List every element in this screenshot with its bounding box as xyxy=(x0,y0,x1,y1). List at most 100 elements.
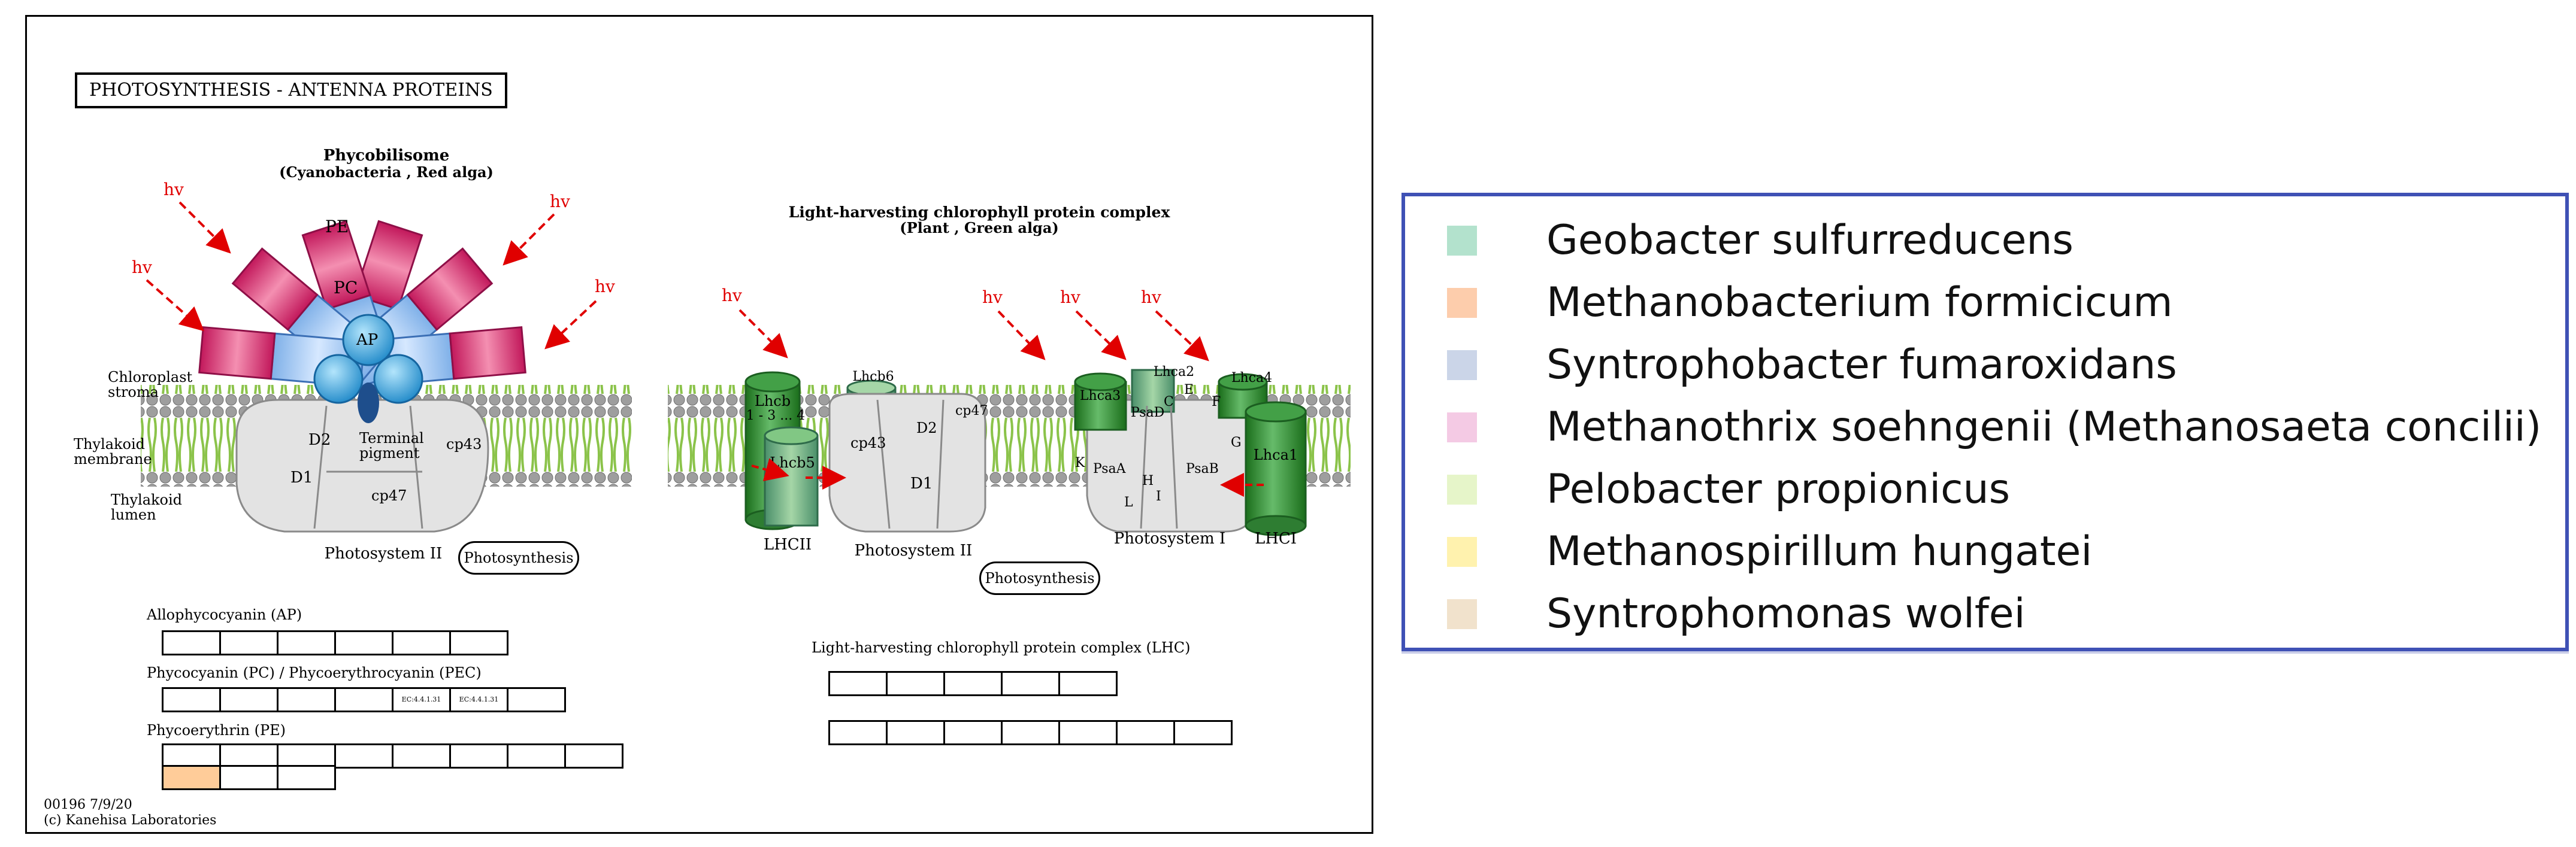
gene-box[interactable] xyxy=(1058,720,1118,745)
lumen-label: Thylakoid xyxy=(111,491,182,508)
d1-label: D1 xyxy=(290,469,313,487)
map-footer: 00196 7/9/20 (c) Kanehisa Laboratories xyxy=(44,797,216,828)
psii-left-labels: D2 D1 Terminal pigment cp43 cp47 Photosy… xyxy=(290,430,482,563)
legend-label: Syntrophomonas wolfei xyxy=(1546,590,2026,637)
legend-item: Methanothrix soehngenii (Methanosaeta co… xyxy=(1447,403,2541,451)
legend-label: Methanobacterium formicicum xyxy=(1546,279,2173,326)
membrane-label-2: membrane xyxy=(74,451,152,467)
gene-box[interactable] xyxy=(392,743,451,769)
photosystem-ii-right-label: Photosystem II xyxy=(855,542,973,560)
legend-label: Methanospirillum hungatei xyxy=(1546,528,2093,575)
subunit-l-label: L xyxy=(1124,495,1133,510)
gene-box[interactable] xyxy=(334,687,393,712)
psad-label: PsaD xyxy=(1131,405,1164,420)
photosystem-ii-right xyxy=(828,393,986,533)
photosynthesis-link-right[interactable]: Photosynthesis xyxy=(979,561,1100,595)
terminal-pigment-label-2: pigment xyxy=(359,445,420,462)
gene-box[interactable] xyxy=(219,687,279,712)
photosystem-ii-label: Photosystem II xyxy=(325,545,443,563)
gene-box[interactable] xyxy=(277,687,336,712)
gene-box[interactable] xyxy=(1001,720,1060,745)
map-title: PHOTOSYNTHESIS - ANTENNA PROTEINS xyxy=(75,72,507,108)
kegg-pathway-map: PHOTOSYNTHESIS - ANTENNA PROTEINS xyxy=(25,15,1373,834)
legend-label: Pelobacter propionicus xyxy=(1546,466,2010,513)
legend-item: Syntrophomonas wolfei xyxy=(1447,590,2026,637)
gene-box[interactable] xyxy=(449,630,508,655)
hv-label: hv xyxy=(722,286,742,305)
gene-box[interactable] xyxy=(1173,720,1233,745)
pc-gene-row: EC:4.4.1.31 EC:4.4.1.31 xyxy=(162,687,566,712)
gene-box[interactable] xyxy=(334,743,393,769)
gene-box[interactable] xyxy=(219,630,279,655)
terminal-pigment-label: Terminal xyxy=(359,430,424,447)
copyright: (c) Kanehisa Laboratories xyxy=(44,813,217,828)
gene-box[interactable] xyxy=(162,765,221,790)
gene-box[interactable] xyxy=(219,765,279,790)
gene-box[interactable] xyxy=(886,720,945,745)
gene-box[interactable] xyxy=(943,720,1003,745)
stroma-label: Chloroplast xyxy=(108,369,193,385)
legend-swatch xyxy=(1447,474,1477,505)
subunit-h-label: H xyxy=(1142,473,1154,488)
psab-label: PsaB xyxy=(1186,462,1219,476)
gene-box[interactable] xyxy=(1001,671,1060,696)
lhca3-label: Lhca3 xyxy=(1080,388,1121,403)
gene-box[interactable] xyxy=(277,765,336,790)
gene-box[interactable] xyxy=(886,671,945,696)
cp43-right-label: cp43 xyxy=(850,435,886,451)
gene-box[interactable] xyxy=(828,671,888,696)
gene-box[interactable] xyxy=(449,743,508,769)
legend-label: Geobacter sulfurreducens xyxy=(1546,217,2073,264)
gene-box[interactable] xyxy=(162,687,221,712)
gene-box[interactable] xyxy=(507,687,566,712)
lumen-label-2: lumen xyxy=(111,506,156,523)
gene-box[interactable]: EC:4.4.1.31 xyxy=(392,687,451,712)
gene-box[interactable] xyxy=(334,630,393,655)
gene-box[interactable] xyxy=(162,630,221,655)
photosynthesis-link-left[interactable]: Photosynthesis xyxy=(458,541,579,575)
legend-swatch xyxy=(1447,287,1477,318)
lhcb6-label: Lhcb6 xyxy=(852,369,894,384)
hv-label: hv xyxy=(164,180,184,199)
gene-box[interactable] xyxy=(1058,671,1118,696)
pathway-diagram: PE PC AP Phycobilisome (Cyanobacteria , … xyxy=(74,147,1351,563)
legend-item: Methanobacterium formicicum xyxy=(1447,279,2173,326)
d2-right-label: D2 xyxy=(916,420,937,436)
legend-item: Pelobacter propionicus xyxy=(1447,466,2010,513)
light-arrows-right: hv hv hv hv xyxy=(722,286,1264,497)
pe-gene-row-1 xyxy=(162,743,623,769)
stroma-label-2: stroma xyxy=(108,384,159,400)
legend-item: Geobacter sulfurreducens xyxy=(1447,217,2073,264)
subunit-c-label: C xyxy=(1164,394,1174,409)
lhca2-label: Lhca2 xyxy=(1154,365,1194,380)
hv-label: hv xyxy=(1060,287,1080,307)
ap-gene-row xyxy=(162,630,508,655)
legend-swatch xyxy=(1447,599,1477,629)
gene-box[interactable] xyxy=(564,743,623,769)
ap-core-right xyxy=(373,354,423,404)
psaa-label: PsaA xyxy=(1093,462,1127,476)
pe-gene-row-2 xyxy=(162,765,336,790)
d2-label: D2 xyxy=(308,431,331,449)
membrane-label: Thylakoid xyxy=(74,436,145,453)
photosystem-i xyxy=(1074,369,1307,536)
legend-label: Methanothrix soehngenii (Methanosaeta co… xyxy=(1546,403,2542,451)
hv-label: hv xyxy=(1141,287,1161,307)
gene-box[interactable] xyxy=(392,630,451,655)
d1-right-label: D1 xyxy=(910,475,933,493)
gene-box[interactable] xyxy=(1116,720,1175,745)
gene-box[interactable] xyxy=(943,671,1003,696)
pe-group-label: Phycoerythrin (PE) xyxy=(147,722,286,739)
cp47-label: cp47 xyxy=(371,487,407,504)
lhci-label: LHCI xyxy=(1255,530,1297,548)
gene-box[interactable]: EC:4.4.1.31 xyxy=(449,687,508,712)
gene-box[interactable] xyxy=(507,743,566,769)
lhc-subtitle: (Plant , Green alga) xyxy=(900,219,1059,236)
lhc-title: Light-harvesting chlorophyll protein com… xyxy=(789,204,1171,221)
gene-box[interactable] xyxy=(277,630,336,655)
pc-group-label: Phycocyanin (PC) / Phycoerythrocyanin (P… xyxy=(147,664,482,681)
subunit-k-label: K xyxy=(1075,456,1085,470)
subunit-i-label: I xyxy=(1156,489,1161,504)
subunit-f-label: F xyxy=(1212,394,1221,409)
gene-box[interactable] xyxy=(828,720,888,745)
